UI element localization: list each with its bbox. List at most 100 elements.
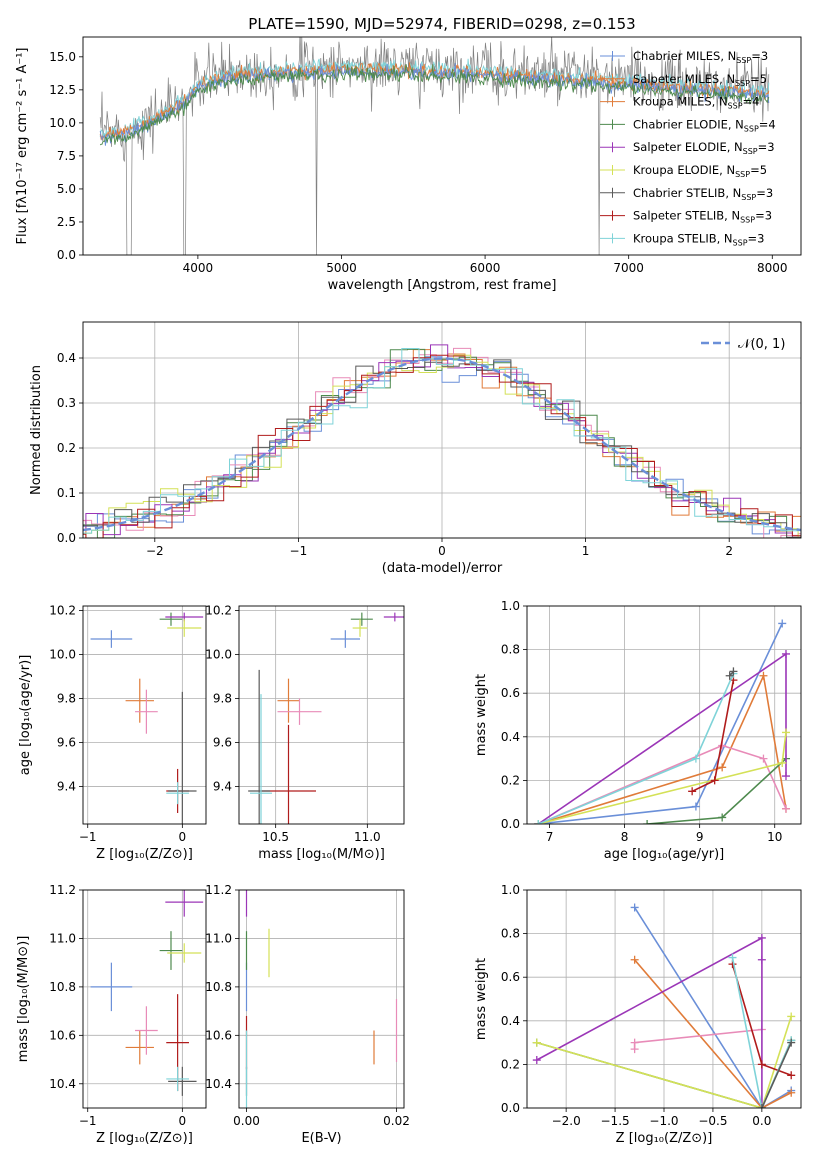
legend-entry: Salpeter STELIB, NSSP=3 — [633, 209, 772, 225]
y-tick-label: 10.2 — [49, 603, 76, 617]
plot-area — [90, 612, 204, 824]
data-point — [159, 931, 183, 970]
series-line — [537, 673, 735, 824]
plus-marker — [781, 804, 790, 813]
legend-entry: Salpeter MILES, NSSP=5 — [633, 72, 767, 88]
y-tick-label: 9.6 — [57, 736, 76, 750]
series-line — [537, 744, 787, 824]
y-tick-label: 15.0 — [49, 50, 76, 64]
legend-entry: Kroupa STELIB, NSSP=3 — [633, 231, 764, 247]
plus-marker — [757, 955, 766, 964]
plus-marker — [757, 1104, 766, 1108]
legend-entry: Salpeter ELODIE, NSSP=3 — [633, 140, 775, 156]
plus-marker — [781, 728, 790, 737]
y-tick-label: 11.2 — [49, 883, 76, 897]
x-tick-label: −1 — [79, 1114, 97, 1128]
legend-entry: Kroupa ELODIE, NSSP=5 — [633, 163, 767, 179]
x-axis-label: E(B-V) — [301, 1131, 341, 1146]
y-tick-label: 1.0 — [501, 883, 520, 897]
x-tick-label: 8 — [621, 830, 629, 844]
y-tick-label: 0.8 — [501, 643, 520, 657]
y-tick-label: 0.4 — [57, 351, 76, 365]
plus-marker — [534, 820, 543, 824]
y-tick-label: 9.8 — [213, 691, 232, 705]
series — [757, 1038, 796, 1108]
plus-marker — [643, 820, 652, 824]
plus-marker — [718, 813, 727, 822]
y-tick-label: 10.0 — [49, 116, 76, 130]
data-point — [125, 678, 154, 723]
plus-marker — [759, 671, 768, 680]
plus-marker — [725, 671, 734, 680]
chart-mass_vs_Z: −1 0 10.4 10.6 10.8 11.0 11.2 Z [log₁₀(Z/Z⊙)] ma… — [16, 883, 207, 1146]
y-tick-label: 9.8 — [57, 691, 76, 705]
x-tick-label: −2.0 — [552, 1114, 581, 1128]
plus-marker — [759, 754, 768, 763]
y-tick-label: 7.5 — [57, 149, 76, 163]
plus-marker — [729, 667, 738, 676]
data-point — [352, 619, 368, 637]
plus-marker — [787, 1071, 796, 1080]
plus-marker — [787, 1038, 796, 1047]
axes-frame — [526, 605, 802, 825]
data-point — [125, 1030, 154, 1065]
y-tick-label: 10.8 — [49, 980, 76, 994]
plus-marker — [532, 1038, 541, 1047]
plus-marker — [781, 649, 790, 658]
data-point — [168, 1066, 197, 1096]
plus-marker — [710, 776, 719, 785]
y-tick-label: 9.4 — [213, 780, 232, 794]
y-tick-label: 12.5 — [49, 83, 76, 97]
x-axis-label: Z [log₁₀(Z/Z⊙)] — [96, 1131, 193, 1146]
plus-marker — [787, 1012, 796, 1021]
series — [630, 1025, 766, 1054]
x-tick-label: −1 — [79, 830, 97, 844]
x-tick-label: 9 — [696, 830, 704, 844]
y-tick-label: 10.6 — [205, 1028, 232, 1042]
data-point — [277, 678, 300, 723]
y-tick-label: 5.0 — [57, 182, 76, 196]
y-tick-label: 0.2 — [501, 773, 520, 787]
y-tick-label: 10.4 — [205, 1077, 232, 1091]
x-tick-label: 7000 — [613, 261, 644, 275]
x-tick-label: −0.5 — [698, 1114, 727, 1128]
x-axis-label: wavelength [Angstrom, rest frame] — [328, 278, 557, 293]
series-line — [633, 1028, 762, 1050]
series — [534, 649, 790, 824]
x-tick-label: 10 — [767, 830, 782, 844]
series — [534, 671, 790, 824]
y-tick-label: 10.6 — [49, 1028, 76, 1042]
plus-marker — [691, 802, 700, 811]
series — [725, 667, 738, 680]
plot-area — [245, 890, 398, 1108]
y-tick-label: 11.2 — [205, 883, 232, 897]
axes-frame — [82, 605, 207, 825]
figure-title: PLATE=1590, MJD=52974, FIBERID=0298, z=0… — [248, 15, 635, 33]
model-spectrum — [99, 63, 770, 146]
y-tick-label: 10.4 — [49, 1077, 76, 1091]
data-point — [166, 782, 189, 805]
series-line — [536, 1016, 792, 1108]
y-tick-label: 11.0 — [49, 931, 76, 945]
x-tick-label: 0.0 — [752, 1114, 771, 1128]
data-point — [135, 689, 158, 734]
y-tick-label: 0.4 — [501, 1014, 520, 1028]
y-axis-label: mass weight — [474, 958, 489, 1040]
residual-histogram — [83, 347, 801, 538]
data-point — [167, 619, 202, 637]
x-axis-label: Z [log₁₀(Z/Z⊙)] — [616, 1131, 713, 1146]
x-tick-label: 11.0 — [354, 830, 381, 844]
y-tick-label: 10.0 — [205, 647, 232, 661]
data-point — [168, 691, 197, 824]
x-tick-label: 0 — [179, 1114, 187, 1128]
chart-age_vs_mass: 10.5 11.0 9.4 9.6 9.8 10.0 10.2 mass [log₁₀(M/M… — [205, 603, 405, 862]
y-tick-label: 0.6 — [501, 686, 520, 700]
series — [534, 669, 738, 824]
legend-entry: Chabrier ELODIE, NSSP=4 — [633, 117, 776, 133]
plus-marker — [728, 953, 737, 962]
legend-entry: Chabrier STELIB, NSSP=3 — [633, 186, 773, 202]
y-tick-label: 10.0 — [49, 647, 76, 661]
x-tick-label: 0.00 — [233, 1114, 260, 1128]
y-axis-label: Flux [fλ10⁻¹⁷ erg cm⁻² s⁻¹ A⁻¹] — [15, 48, 30, 245]
y-tick-label: 10.2 — [205, 603, 232, 617]
